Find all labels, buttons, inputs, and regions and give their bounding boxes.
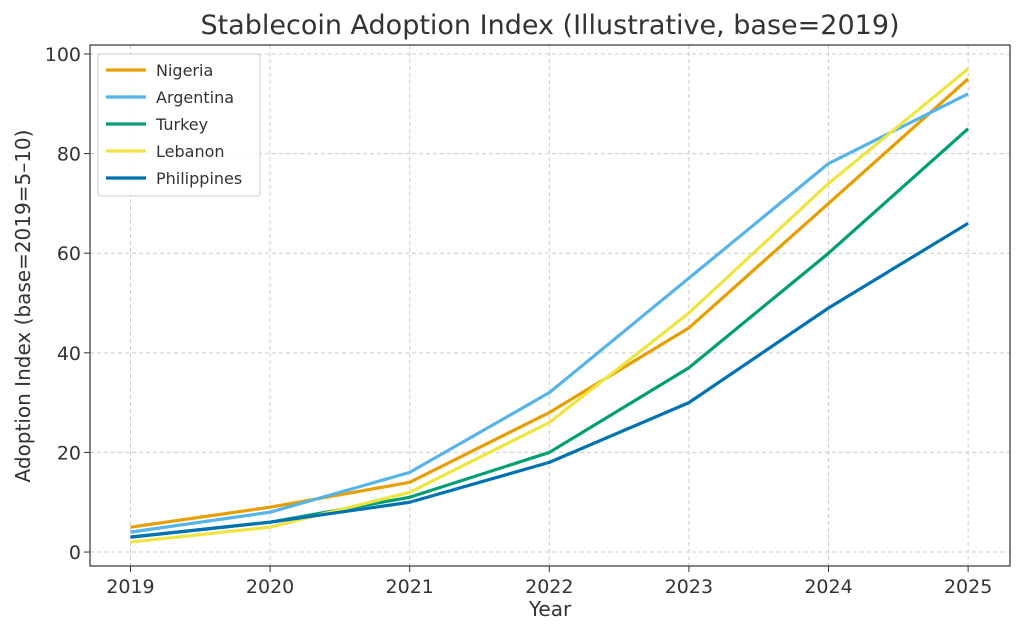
chart-title: Stablecoin Adoption Index (Illustrative,… bbox=[200, 10, 899, 41]
x-axis-label: Year bbox=[528, 597, 572, 621]
y-tick-label: 100 bbox=[45, 44, 81, 66]
y-axis-label: Adoption Index (base=2019=5–10) bbox=[11, 130, 35, 483]
y-tick-label: 80 bbox=[57, 144, 81, 166]
x-tick-label: 2022 bbox=[525, 576, 573, 598]
legend: Nigeria Argentina Turkey Lebanon Philippines bbox=[98, 54, 260, 196]
legend-label: Lebanon bbox=[156, 142, 225, 161]
legend-label: Philippines bbox=[156, 169, 242, 188]
y-tick-label: 60 bbox=[57, 243, 81, 265]
x-tick-label: 2024 bbox=[804, 576, 852, 598]
x-tick-label: 2021 bbox=[386, 576, 434, 598]
y-tick-label: 20 bbox=[57, 442, 81, 464]
x-tick-label: 2025 bbox=[944, 576, 992, 598]
legend-label: Argentina bbox=[156, 88, 234, 107]
legend-label: Turkey bbox=[155, 115, 208, 134]
x-tick-label: 2020 bbox=[246, 576, 294, 598]
y-tick-label: 0 bbox=[69, 542, 81, 564]
y-tick-label: 40 bbox=[57, 343, 81, 365]
x-tick-label: 2019 bbox=[106, 576, 154, 598]
legend-label: Nigeria bbox=[156, 61, 213, 80]
x-tick-label: 2023 bbox=[665, 576, 713, 598]
